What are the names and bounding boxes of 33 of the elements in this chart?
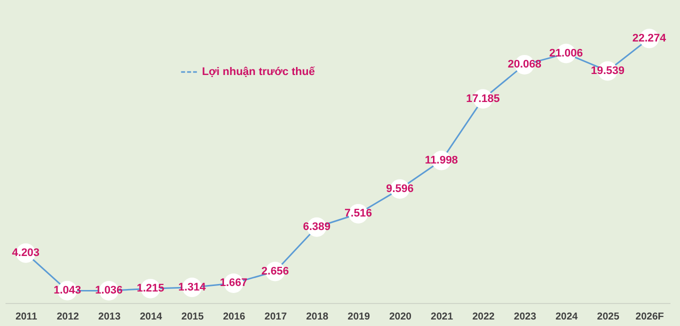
x-tick-label: 2014	[140, 312, 163, 322]
x-tick-label: 2012	[56, 312, 80, 322]
data-label: 1.043	[54, 284, 82, 297]
data-label: 6.389	[302, 221, 330, 234]
data-label: 11.998	[424, 154, 458, 167]
x-tick-label: 2013	[98, 312, 121, 322]
data-label: 4.203	[12, 247, 40, 260]
data-label: 19.539	[590, 64, 624, 77]
legend-label: Lợi nhuận trước thuế	[202, 66, 316, 78]
x-tick-label: 2025	[597, 312, 620, 322]
data-label: 21.006	[549, 48, 583, 60]
x-tick-label: 2019	[348, 312, 370, 322]
x-tick-label: 2016	[222, 312, 246, 322]
data-label: 1.667	[220, 277, 248, 290]
x-tick-label: 2020	[389, 312, 412, 322]
x-tick-label: 2021	[430, 312, 454, 322]
data-label: 9.596	[386, 183, 414, 196]
x-tick-label: 2023	[514, 312, 537, 322]
data-label: 17.185	[466, 92, 500, 105]
data-label: 7.516	[344, 208, 372, 220]
x-tick-label: 2015	[181, 312, 204, 322]
data-label: 1.036	[95, 284, 123, 297]
x-tick-label: 2024	[555, 312, 578, 322]
data-label: 22.274	[632, 32, 667, 44]
x-tick-label: 2017	[264, 312, 288, 322]
data-label: 1.215	[136, 282, 164, 295]
x-tick-label: 2026F	[636, 312, 664, 322]
x-tick-label: 2018	[306, 312, 329, 322]
x-tick-label: 2011	[15, 312, 38, 322]
data-label: 1.314	[178, 281, 207, 294]
x-tick-label: 2022	[472, 312, 496, 322]
data-label: 20.068	[508, 58, 542, 71]
data-label: 2.656	[261, 265, 289, 278]
